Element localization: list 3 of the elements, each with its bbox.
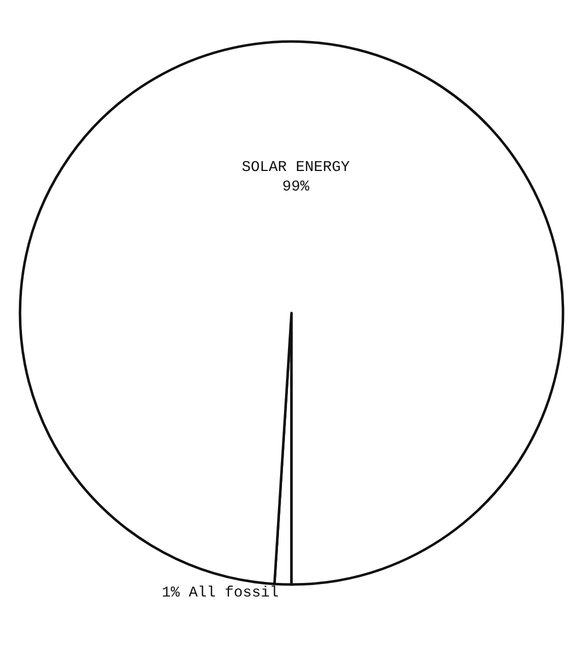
data-label: 99% [282, 178, 310, 196]
slice-label: 1% All fossil [162, 584, 279, 602]
slice-label: SOLAR ENERGY [242, 159, 350, 176]
